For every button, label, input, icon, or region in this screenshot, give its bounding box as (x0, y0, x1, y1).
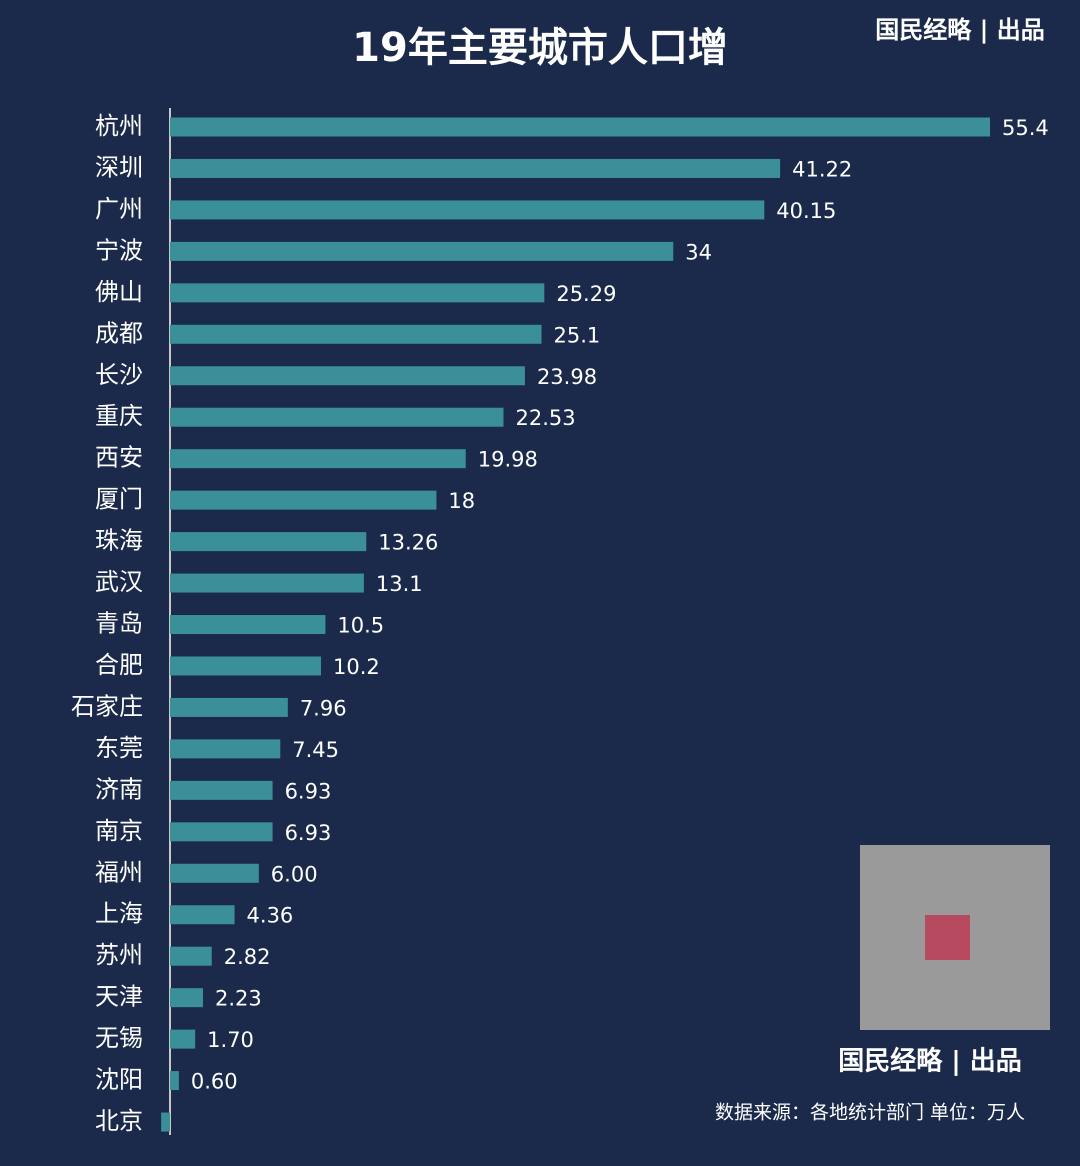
value-label: 40.15 (776, 199, 836, 223)
value-label: 13.26 (378, 531, 438, 555)
category-label: 成都 (95, 319, 143, 347)
bar (170, 615, 326, 635)
category-label: 广州 (95, 195, 143, 223)
bar (170, 988, 204, 1008)
value-label: 34 (685, 240, 712, 264)
qr-center (925, 915, 970, 960)
bar (170, 780, 273, 800)
bar (170, 822, 273, 842)
value-label: 19.98 (478, 448, 538, 472)
category-label: 天津 (95, 983, 143, 1011)
bar (170, 573, 364, 593)
category-label: 苏州 (95, 941, 143, 969)
value-label: 55.4 (1002, 116, 1049, 140)
category-label: 上海 (95, 900, 143, 928)
bar (170, 739, 281, 759)
category-label: 长沙 (95, 361, 143, 389)
category-label: 佛山 (95, 278, 143, 306)
category-label: 石家庄 (71, 692, 143, 720)
bar (170, 283, 545, 303)
value-label: 23.98 (537, 365, 597, 389)
value-label: 10.5 (337, 614, 384, 638)
category-label: 合肥 (95, 651, 143, 679)
bar (170, 490, 437, 510)
value-label: 13.1 (376, 572, 423, 596)
value-label: 18 (448, 489, 475, 513)
bar (170, 1029, 196, 1049)
category-label: 无锡 (95, 1024, 143, 1052)
category-label: 重庆 (95, 402, 143, 430)
bar (161, 1112, 170, 1132)
value-label: 25.1 (554, 323, 601, 347)
value-label: 41.22 (792, 157, 852, 181)
bar (170, 532, 367, 552)
value-label: 0.60 (191, 1070, 238, 1094)
bar (170, 656, 321, 676)
value-label: 6.93 (285, 779, 332, 803)
value-label: 6.00 (271, 862, 318, 886)
category-label: 武汉 (95, 568, 143, 596)
category-label: 厦门 (95, 485, 143, 513)
category-label: 青岛 (95, 610, 143, 638)
bar (170, 158, 781, 178)
bar (170, 407, 504, 427)
value-label: 25.29 (556, 282, 616, 306)
value-label: 4.36 (247, 904, 294, 928)
source-note: 数据来源：各地统计部门 单位：万人 (715, 1102, 1025, 1124)
category-label: 深圳 (95, 153, 143, 181)
category-label: 济南 (95, 775, 143, 803)
value-label: 10.2 (333, 655, 380, 679)
chart-title: 19年主要城市人口增 (352, 25, 728, 71)
category-label: 东莞 (95, 734, 143, 762)
value-label: 6.93 (285, 821, 332, 845)
value-label: 2.23 (215, 987, 262, 1011)
bar (170, 946, 212, 966)
value-label: 7.45 (292, 738, 339, 762)
bar (170, 905, 235, 925)
category-label: 杭州 (95, 112, 143, 140)
category-label: 福州 (95, 858, 143, 886)
category-label: 西安 (95, 444, 143, 472)
category-label: 宁波 (95, 236, 143, 264)
value-label: 22.53 (515, 406, 575, 430)
category-label: 珠海 (95, 527, 143, 555)
bar (170, 697, 288, 717)
bar (170, 200, 765, 220)
category-label: 南京 (95, 817, 143, 845)
value-label: 7.96 (300, 696, 347, 720)
bar (170, 366, 525, 386)
bar (170, 324, 542, 344)
category-label: 沈阳 (95, 1066, 143, 1094)
category-label: 北京 (95, 1107, 143, 1135)
brand-bottom: 国民经略 | 出品 (838, 1046, 1022, 1077)
bar (170, 449, 466, 469)
bar (170, 863, 259, 883)
brand-top: 国民经略 | 出品 (875, 16, 1044, 44)
bar (170, 1071, 179, 1091)
value-label: 2.82 (224, 945, 271, 969)
bar (170, 117, 990, 137)
value-label: 1.70 (207, 1028, 254, 1052)
bar (170, 241, 674, 261)
